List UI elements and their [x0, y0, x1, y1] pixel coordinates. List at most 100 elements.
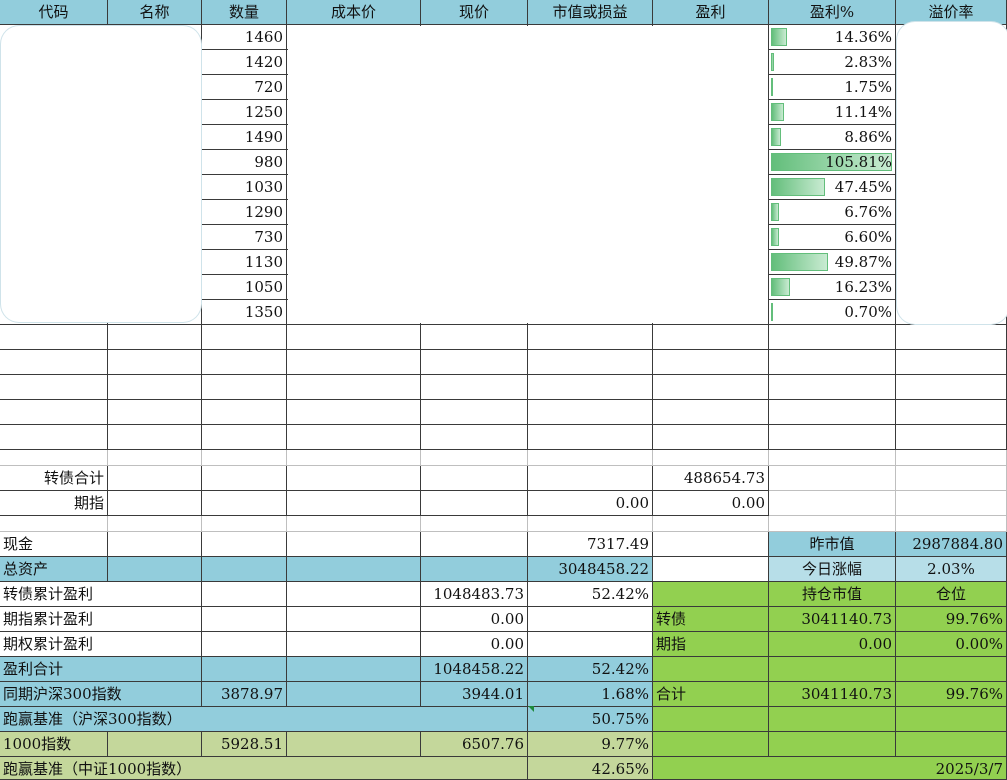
- cash-label[interactable]: 现金: [0, 532, 108, 557]
- table-cell[interactable]: [287, 607, 421, 632]
- hs300-now[interactable]: 3944.01: [421, 682, 528, 707]
- table-cell[interactable]: [287, 657, 421, 682]
- zz1000-now[interactable]: 6507.76: [421, 732, 528, 757]
- empty-cell[interactable]: [287, 375, 421, 400]
- futures-value[interactable]: 0.00: [528, 491, 653, 516]
- empty-cell[interactable]: [528, 325, 653, 350]
- table-cell[interactable]: [528, 632, 653, 657]
- empty-cell[interactable]: [202, 350, 287, 375]
- table-cell[interactable]: [769, 657, 896, 682]
- column-header[interactable]: 数量: [202, 0, 287, 25]
- beat-zz1000-pct[interactable]: 42.65%: [528, 757, 653, 780]
- fut-cum-value[interactable]: 0.00: [421, 607, 528, 632]
- table-cell[interactable]: [202, 557, 287, 582]
- table-cell[interactable]: [896, 707, 1007, 732]
- prev-mv-value[interactable]: 2987884.80: [896, 532, 1007, 557]
- fut-cum-label[interactable]: 期指累计盈利: [0, 607, 202, 632]
- fut-pos[interactable]: 0.00%: [896, 632, 1007, 657]
- empty-cell[interactable]: [653, 350, 769, 375]
- profit-total-value[interactable]: 1048458.22: [421, 657, 528, 682]
- empty-cell[interactable]: [108, 325, 202, 350]
- cb-cum-pct[interactable]: 52.42%: [528, 582, 653, 607]
- table-cell[interactable]: [108, 466, 202, 491]
- empty-cell[interactable]: [653, 400, 769, 425]
- cb-mv[interactable]: 3041140.73: [769, 607, 896, 632]
- zz1000-pct[interactable]: 9.77%: [528, 732, 653, 757]
- qty-cell[interactable]: 1460: [202, 25, 287, 50]
- table-cell[interactable]: [287, 732, 421, 757]
- spacer-cell[interactable]: [421, 450, 528, 466]
- profit-pct-cell[interactable]: 1.75%: [769, 75, 896, 100]
- table-cell[interactable]: [287, 632, 421, 657]
- profit-pct-cell[interactable]: 2.83%: [769, 50, 896, 75]
- column-header[interactable]: 市值或损益: [528, 0, 653, 25]
- qty-cell[interactable]: 1350: [202, 300, 287, 325]
- column-header[interactable]: 现价: [421, 0, 528, 25]
- spacer-cell[interactable]: [287, 516, 421, 532]
- qty-cell[interactable]: 1420: [202, 50, 287, 75]
- empty-cell[interactable]: [0, 350, 108, 375]
- spacer-cell[interactable]: [653, 450, 769, 466]
- total-assets-label[interactable]: 总资产: [0, 557, 108, 582]
- futures-label[interactable]: 期指: [0, 491, 108, 516]
- empty-cell[interactable]: [0, 400, 108, 425]
- spacer-cell[interactable]: [108, 516, 202, 532]
- table-cell[interactable]: [202, 491, 287, 516]
- spacer-cell[interactable]: [769, 516, 896, 532]
- empty-cell[interactable]: [0, 375, 108, 400]
- table-cell[interactable]: [653, 557, 769, 582]
- table-cell[interactable]: [653, 657, 769, 682]
- table-cell[interactable]: [202, 607, 287, 632]
- beat-hs300-label[interactable]: 跑赢基准（沪深300指数）: [0, 707, 528, 732]
- profit-pct-cell[interactable]: 47.45%: [769, 175, 896, 200]
- profit-total-pct[interactable]: 52.42%: [528, 657, 653, 682]
- hs300-start[interactable]: 3878.97: [202, 682, 287, 707]
- opt-cum-label[interactable]: 期权累计盈利: [0, 632, 202, 657]
- table-cell[interactable]: [896, 466, 1007, 491]
- empty-cell[interactable]: [896, 350, 1007, 375]
- position-label[interactable]: 仓位: [896, 582, 1007, 607]
- cb-cum-value[interactable]: 1048483.73: [421, 582, 528, 607]
- cb-label[interactable]: 转债: [653, 607, 769, 632]
- total-pos[interactable]: 99.76%: [896, 682, 1007, 707]
- profit-total-label[interactable]: 盈利合计: [0, 657, 202, 682]
- empty-cell[interactable]: [108, 425, 202, 450]
- column-header[interactable]: 代码: [0, 0, 108, 25]
- beat-zz1000-label[interactable]: 跑赢基准（中证1000指数）: [0, 757, 528, 780]
- empty-cell[interactable]: [287, 325, 421, 350]
- table-cell[interactable]: [108, 732, 202, 757]
- spacer-cell[interactable]: [528, 516, 653, 532]
- qty-cell[interactable]: 1490: [202, 125, 287, 150]
- table-cell[interactable]: [287, 466, 421, 491]
- empty-cell[interactable]: [896, 325, 1007, 350]
- total-assets-value[interactable]: 3048458.22: [528, 557, 653, 582]
- table-cell[interactable]: [528, 466, 653, 491]
- empty-cell[interactable]: [421, 325, 528, 350]
- table-cell[interactable]: [769, 491, 896, 516]
- empty-cell[interactable]: [769, 375, 896, 400]
- empty-cell[interactable]: [202, 400, 287, 425]
- empty-cell[interactable]: [421, 400, 528, 425]
- empty-cell[interactable]: [528, 375, 653, 400]
- table-cell[interactable]: [896, 491, 1007, 516]
- spacer-cell[interactable]: [528, 450, 653, 466]
- profit-pct-cell[interactable]: 6.76%: [769, 200, 896, 225]
- empty-cell[interactable]: [896, 375, 1007, 400]
- profit-pct-cell[interactable]: 14.36%: [769, 25, 896, 50]
- profit-pct-cell[interactable]: 0.70%: [769, 300, 896, 325]
- empty-cell[interactable]: [769, 425, 896, 450]
- spacer-cell[interactable]: [896, 516, 1007, 532]
- column-header[interactable]: 名称: [108, 0, 202, 25]
- empty-cell[interactable]: [421, 350, 528, 375]
- spacer-cell[interactable]: [896, 450, 1007, 466]
- total-label[interactable]: 合计: [653, 682, 769, 707]
- fut-mv[interactable]: 0.00: [769, 632, 896, 657]
- table-cell[interactable]: [769, 732, 896, 757]
- report-date[interactable]: 2025/3/7: [653, 757, 1007, 780]
- qty-cell[interactable]: 1130: [202, 250, 287, 275]
- empty-cell[interactable]: [769, 400, 896, 425]
- opt-cum-value[interactable]: 0.00: [421, 632, 528, 657]
- table-cell[interactable]: [108, 300, 202, 325]
- hold-mv-label[interactable]: 持仓市值: [769, 582, 896, 607]
- table-cell[interactable]: [896, 732, 1007, 757]
